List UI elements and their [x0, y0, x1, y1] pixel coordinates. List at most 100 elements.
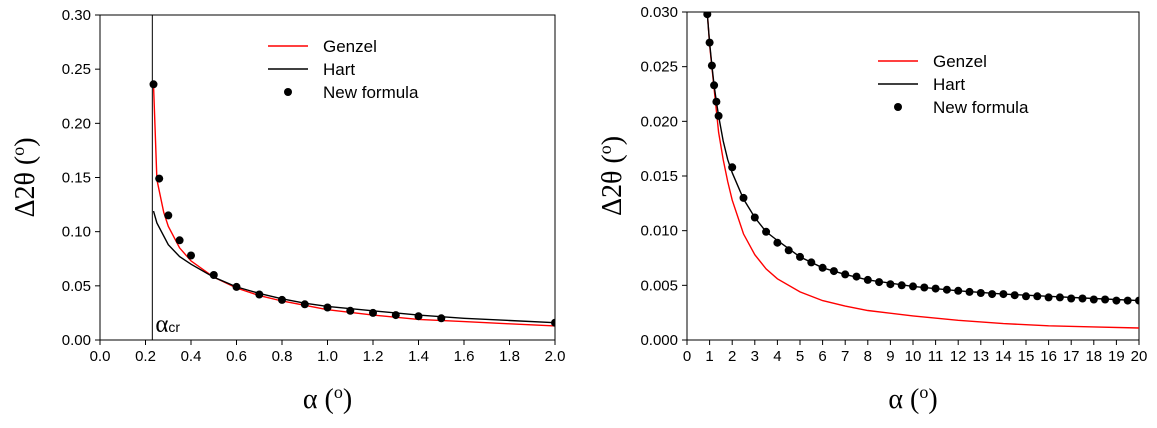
y-axis-label: Δ2θ (o) [595, 136, 628, 216]
critical-angle-annotation: αcr [155, 311, 180, 338]
series-line-hart [152, 210, 555, 324]
x-axis-label: α (o) [303, 382, 352, 415]
data-point [796, 252, 804, 261]
x-tick-label: 16 [1040, 348, 1057, 365]
data-point [965, 287, 974, 296]
series-line-genzel [152, 84, 555, 327]
data-point [175, 236, 184, 245]
data-point [149, 80, 158, 89]
data-point [750, 213, 759, 222]
x-tick-label: 4 [773, 348, 781, 365]
x-tick-label: 20 [1131, 348, 1148, 365]
plot-area [149, 80, 555, 327]
data-point [773, 238, 782, 247]
y-tick-label: 0.010 [640, 223, 678, 240]
data-point [909, 282, 917, 291]
x-tick-label: 9 [886, 348, 894, 365]
y-tick-label: 0.025 [640, 59, 678, 76]
x-tick-label: 1.0 [317, 348, 338, 365]
data-point [931, 284, 940, 293]
data-point [164, 211, 173, 220]
y-axis-label: Δ2θ (o) [8, 137, 41, 217]
legend-swatch [894, 103, 902, 111]
x-tick-label: 1 [705, 348, 713, 365]
y-tick-label: 0.00 [62, 332, 91, 349]
y-tick-label: 0.25 [62, 61, 91, 78]
y-tick-label: 0.000 [640, 332, 678, 349]
data-point [841, 270, 850, 279]
data-point [707, 61, 716, 70]
y-tick-label: 0.15 [62, 170, 91, 187]
y-tick-label: 0.05 [62, 278, 91, 295]
data-point [897, 281, 906, 290]
data-point [762, 227, 771, 236]
x-tick-label: 7 [841, 348, 849, 365]
data-point [863, 275, 872, 284]
data-point [551, 318, 555, 327]
x-tick-label: 19 [1108, 348, 1125, 365]
plot-area [703, 12, 1139, 329]
x-tick-label: 0.0 [90, 348, 111, 365]
data-point [209, 271, 218, 279]
x-tick-label: 12 [950, 348, 967, 365]
data-point [1135, 296, 1139, 305]
y-tick-label: 0.20 [62, 115, 91, 132]
x-tick-label: 1.2 [363, 348, 384, 365]
data-point [346, 306, 355, 315]
left-chart: 0.0 0.2 0.4 0.6 0.8 1.0 1.2 1.4 1.6 1.8 2.0 0.00 0.0… [8, 7, 565, 415]
x-tick-label: 13 [972, 348, 989, 365]
data-point [414, 312, 423, 321]
x-tick-label: 2 [728, 348, 736, 365]
legend-label: New formula [933, 98, 1029, 117]
data-point [155, 174, 164, 183]
x-tick-label: 1.4 [408, 348, 429, 365]
data-point [255, 290, 264, 299]
data-point [1112, 296, 1121, 305]
y-tick-label: 0.020 [640, 113, 678, 130]
y-tick-label: 0.30 [62, 7, 91, 24]
data-point [1022, 292, 1030, 301]
legend-label: Genzel [933, 52, 987, 71]
data-point [999, 290, 1008, 299]
data-point [829, 267, 838, 276]
data-point [712, 97, 721, 106]
data-point [807, 258, 816, 267]
data-point [1123, 296, 1132, 305]
x-tick-label: 5 [796, 348, 804, 365]
data-point [300, 300, 309, 309]
data-point [784, 246, 793, 255]
data-point [437, 314, 446, 323]
data-point [705, 38, 714, 47]
y-tick-label: 0.015 [640, 168, 678, 185]
series-line-hart [706, 14, 1139, 302]
data-point [942, 285, 951, 294]
x-tick-label: 0.2 [135, 348, 156, 365]
data-point [886, 280, 895, 289]
data-point [875, 278, 884, 287]
data-point [739, 193, 748, 202]
data-point [1033, 292, 1042, 301]
data-point [369, 308, 377, 317]
x-tick-label: 17 [1063, 348, 1080, 365]
y-tick-label: 0.10 [62, 224, 91, 241]
data-point [1010, 291, 1019, 300]
data-point [232, 282, 241, 291]
data-point [323, 303, 332, 312]
x-tick-label: 18 [1085, 348, 1102, 365]
x-tick-label: 15 [1018, 348, 1035, 365]
data-point [1055, 293, 1064, 302]
data-point [976, 289, 985, 297]
x-tick-label: 0.8 [272, 348, 293, 365]
x-tick-label: 2.0 [545, 348, 566, 365]
legend-swatch [284, 88, 292, 96]
data-point [710, 81, 719, 90]
data-point [852, 272, 861, 281]
series-line-genzel [706, 12, 1139, 329]
legend-label: New formula [323, 83, 419, 102]
x-tick-label: 1.6 [454, 348, 475, 365]
data-point [714, 111, 723, 120]
legend-label: Genzel [323, 37, 377, 56]
data-point [818, 263, 827, 272]
y-tick-label: 0.005 [640, 277, 678, 294]
legend-label: Hart [323, 60, 355, 79]
